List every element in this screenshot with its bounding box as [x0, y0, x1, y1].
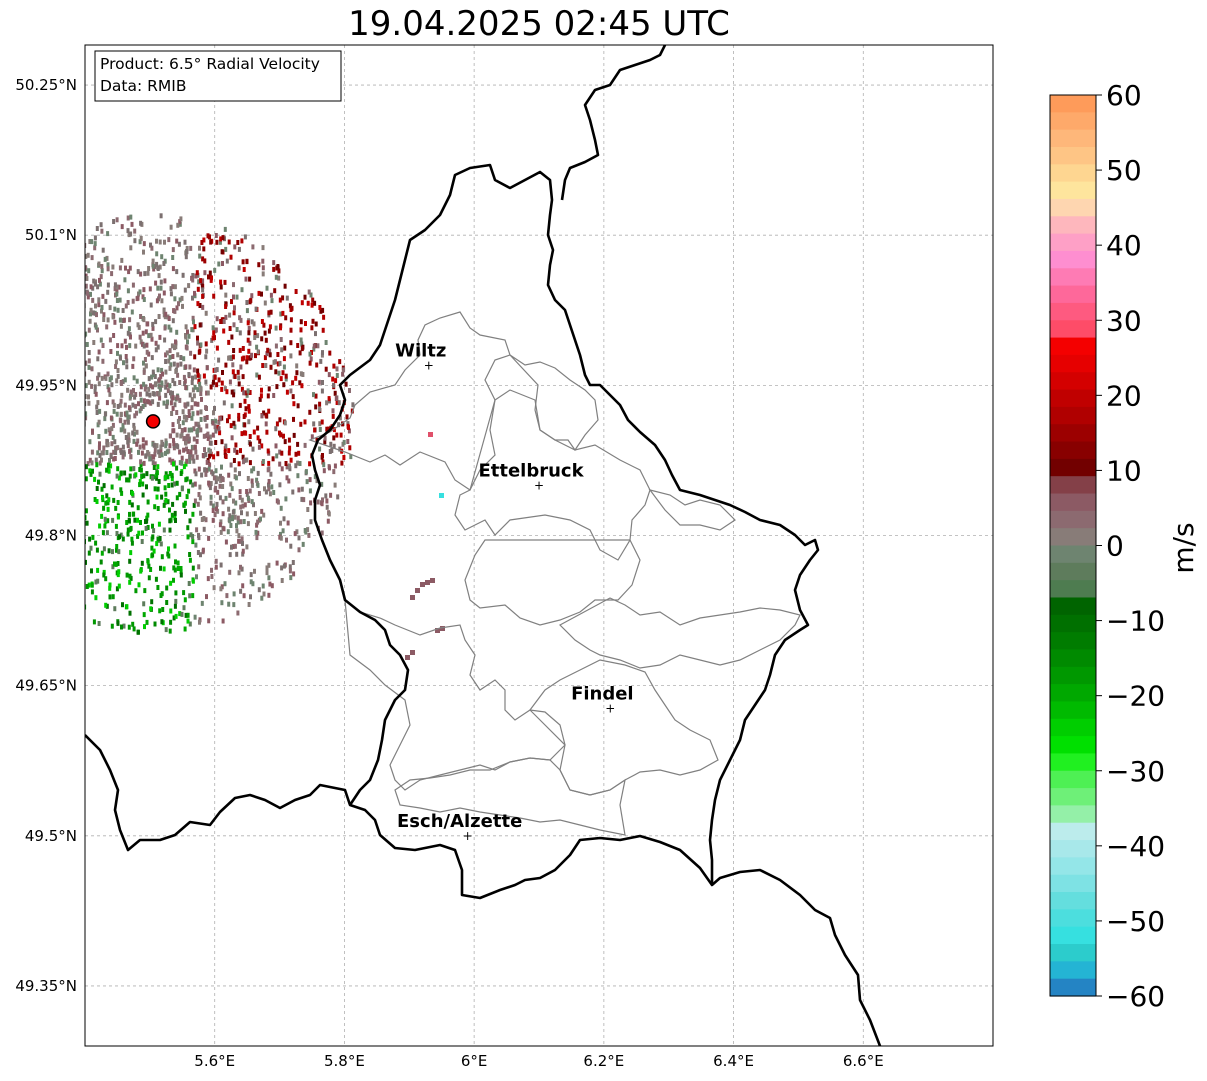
y-tick-label: 50.1°N [25, 226, 77, 244]
x-tick-label: 6°E [461, 1052, 488, 1070]
y-tick-label: 50.25°N [15, 76, 77, 94]
y-tick-label: 49.5°N [25, 827, 77, 845]
x-tick-label: 5.8°E [324, 1052, 365, 1070]
x-tick-label: 6.6°E [843, 1052, 884, 1070]
y-tick-label: 49.8°N [25, 526, 77, 544]
radar-site-marker [145, 414, 161, 429]
radar-echoes [85, 213, 445, 660]
info-data-source: Data: RMIB [100, 77, 187, 95]
x-tick-label: 6.2°E [583, 1052, 624, 1070]
city-marker-icon: + [534, 478, 544, 492]
city-marker-icon: + [605, 702, 615, 716]
graticule [85, 45, 993, 1046]
radar-site-dot [145, 414, 161, 429]
x-tick-label: 6.4°E [713, 1052, 754, 1070]
y-tick-label: 49.35°N [15, 977, 77, 995]
map-plot-area: +Wiltz+Ettelbruck+Findel+Esch/Alzette Pr… [15, 44, 994, 1070]
city-markers: +Wiltz+Ettelbruck+Findel+Esch/Alzette [395, 340, 634, 842]
city-label: Esch/Alzette [397, 811, 522, 832]
map-title: 19.04.2025 02:45 UTC [348, 4, 730, 44]
info-box: Product: 6.5° Radial Velocity Data: RMIB [94, 50, 342, 102]
city-label: Findel [571, 684, 634, 705]
city-marker-icon: + [463, 829, 473, 843]
map-frame [84, 44, 994, 1047]
country-borders [85, 45, 882, 1046]
y-tick-label: 49.95°N [15, 376, 77, 394]
city-label: Wiltz [395, 340, 446, 361]
city-marker-icon: + [424, 358, 434, 372]
y-axis-ticks: 50.25°N 50.1°N 49.95°N 49.8°N 49.65°N 49.5°N 4… [15, 76, 77, 995]
x-tick-label: 5.6°E [194, 1052, 235, 1070]
district-boundaries [308, 311, 801, 836]
y-tick-label: 49.65°N [15, 677, 77, 695]
city-label: Ettelbruck [478, 460, 584, 481]
x-axis-ticks: 5.6°E 5.8°E 6°E 6.2°E 6.4°E 6.6°E [194, 1052, 883, 1070]
info-product: Product: 6.5° Radial Velocity [100, 55, 320, 73]
